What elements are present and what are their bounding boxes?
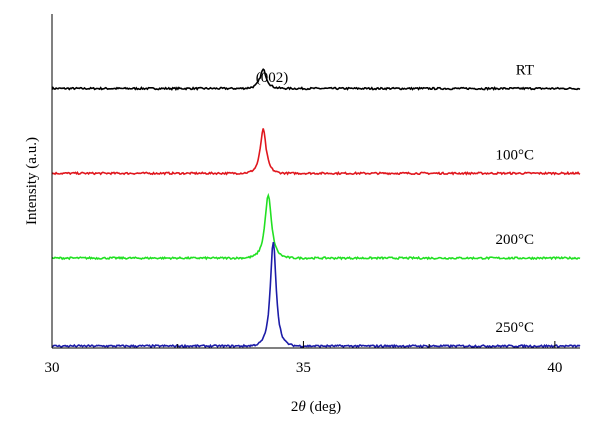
series-label-0: RT: [516, 63, 534, 79]
series-label-2: 200°C: [495, 232, 534, 248]
ticks-layer: 30 35 40: [45, 341, 562, 376]
series-label-1: 100°C: [495, 147, 534, 163]
series-label-3: 250°C: [495, 320, 534, 336]
x-tick-label: 35: [296, 360, 311, 376]
x-axis-title-theta: θ: [298, 399, 306, 415]
series-line-3: [51, 241, 581, 349]
x-tick-label: 40: [547, 360, 562, 376]
x-axis-title: 2θ (deg): [291, 399, 341, 415]
series-line-1: [51, 128, 581, 176]
y-axis-title: Intensity (a.u.): [24, 137, 40, 225]
series-line-0: [51, 68, 581, 91]
series-line-2: [51, 192, 581, 261]
labels-layer: Intensity (a.u.) 2θ (deg) (002) RT 100°C 2…: [24, 63, 534, 415]
series-layer: [51, 68, 581, 349]
x-axis-title-suffix: (deg): [306, 399, 341, 415]
axes-layer: [51, 14, 580, 349]
x-axis-title-prefix: 2: [291, 399, 299, 415]
peak-annotation: (002): [256, 70, 289, 86]
x-tick-label: 30: [45, 360, 60, 376]
